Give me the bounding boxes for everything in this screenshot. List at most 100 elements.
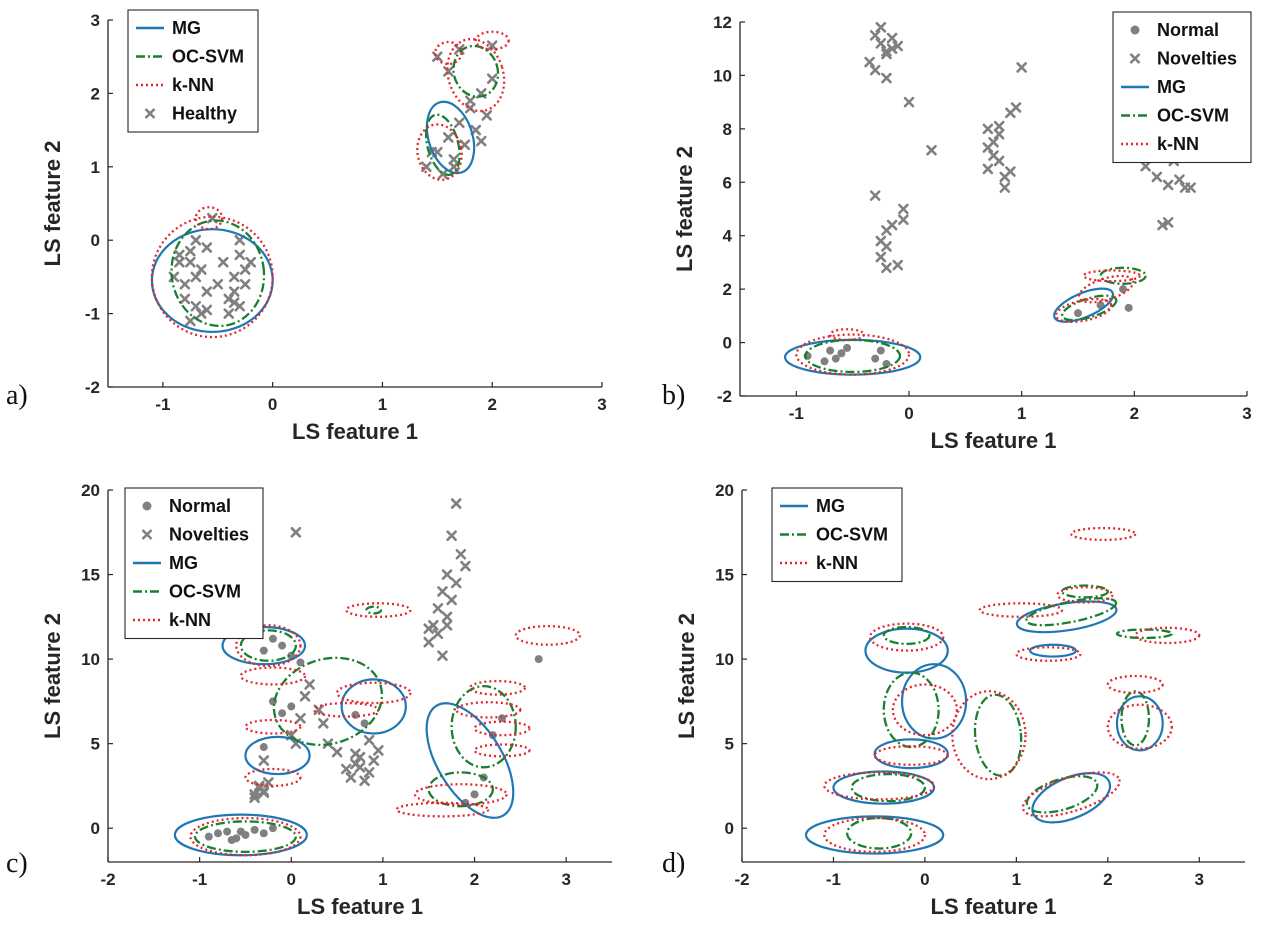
point-novelties bbox=[432, 628, 444, 640]
point-novelties bbox=[993, 128, 1005, 140]
point-novelties bbox=[864, 56, 875, 68]
point-novelties bbox=[881, 46, 892, 57]
boundary-mg bbox=[340, 678, 407, 735]
boundary-k-nn bbox=[951, 690, 1027, 781]
point-novelties bbox=[437, 650, 448, 662]
point-normal bbox=[236, 827, 245, 836]
legend-swatch-healthy bbox=[144, 108, 156, 119]
point-novelties bbox=[446, 594, 457, 606]
boundary-k-nn bbox=[235, 624, 302, 668]
y-tick-label: 15 bbox=[81, 566, 100, 585]
y-tick-label: 2 bbox=[91, 84, 100, 103]
point-normal bbox=[534, 655, 543, 664]
point-novelties bbox=[441, 569, 453, 580]
point-healthy bbox=[228, 271, 240, 283]
legend-entry-label: OC-SVM bbox=[816, 525, 888, 545]
boundary-k-nn bbox=[244, 718, 302, 735]
point-normal bbox=[268, 824, 277, 833]
boundary-mg bbox=[1115, 695, 1164, 752]
point-novelties bbox=[892, 259, 904, 271]
point-normal bbox=[296, 658, 305, 667]
legend: Normal Novelties MG OC-SVM k-NN bbox=[124, 487, 264, 640]
point-healthy bbox=[421, 161, 432, 173]
boundary-k-nn bbox=[189, 816, 302, 857]
point-normal bbox=[1074, 309, 1082, 318]
point-normal bbox=[871, 354, 880, 363]
point-novelties bbox=[432, 603, 444, 614]
point-healthy bbox=[437, 168, 449, 180]
point-novelties bbox=[249, 792, 260, 804]
point-novelties bbox=[881, 72, 892, 84]
legend-entry-label: k-NN bbox=[816, 553, 858, 573]
point-healthy bbox=[190, 271, 202, 283]
boundary-k-nn bbox=[345, 602, 412, 618]
boundary-oc-svm bbox=[846, 816, 913, 850]
point-healthy bbox=[201, 286, 213, 297]
point-healthy bbox=[448, 154, 460, 165]
boundary-oc-svm bbox=[170, 219, 266, 328]
point-novelties bbox=[304, 679, 315, 690]
legend-entry-label: Normal bbox=[169, 496, 231, 516]
boundary-mg bbox=[1053, 287, 1115, 323]
point-normal bbox=[351, 710, 360, 719]
point-novelties bbox=[903, 96, 915, 108]
point-healthy bbox=[239, 278, 251, 290]
boundary-mg bbox=[1028, 643, 1077, 658]
point-healthy bbox=[453, 117, 465, 129]
boundary-mg bbox=[244, 735, 311, 776]
boundary-oc-svm bbox=[1061, 294, 1118, 322]
boundary-oc-svm bbox=[1115, 628, 1173, 640]
boundary-k-nn bbox=[1070, 526, 1137, 542]
point-healthy bbox=[486, 40, 498, 51]
point-novelties bbox=[999, 182, 1011, 193]
boundary-oc-svm bbox=[365, 605, 383, 615]
boundary-k-nn bbox=[1015, 646, 1082, 662]
point-novelties bbox=[881, 262, 892, 274]
point-normal bbox=[1124, 303, 1133, 312]
y-tick-label: 10 bbox=[81, 650, 100, 669]
boundary-k-nn bbox=[239, 666, 307, 686]
panel-3: -2 -1 0 1 2 3 0 5 10 15 20 LS feature 1 LS feature 2… bbox=[6, 481, 612, 919]
point-novelties bbox=[898, 214, 909, 225]
boundary-k-nn bbox=[823, 816, 927, 854]
boundary-mg bbox=[804, 815, 945, 855]
legend: MG OC-SVM k-NN bbox=[771, 487, 903, 583]
point-novelties bbox=[423, 623, 435, 634]
panel-label: b) bbox=[662, 380, 685, 411]
y-tick-label: -1 bbox=[85, 305, 100, 324]
legend-entry-label: k-NN bbox=[172, 75, 214, 95]
point-normal bbox=[831, 354, 840, 363]
point-healthy bbox=[234, 234, 246, 246]
point-novelties bbox=[263, 777, 274, 788]
legend-entry-label: k-NN bbox=[169, 610, 211, 630]
legend-entry-label: Novelties bbox=[169, 525, 249, 545]
point-healthy bbox=[174, 249, 185, 261]
y-tick-label: 12 bbox=[713, 13, 732, 32]
boundary-mg bbox=[900, 663, 968, 740]
point-healthy bbox=[190, 300, 202, 312]
boundary-k-nn bbox=[413, 783, 508, 806]
y-tick-label: 1 bbox=[91, 158, 100, 177]
x-tick-label: 1 bbox=[1017, 404, 1026, 423]
x-tick-label: 2 bbox=[487, 395, 496, 414]
boundary-k-nn bbox=[395, 801, 490, 818]
point-normal bbox=[278, 709, 287, 718]
boundary-oc-svm bbox=[1025, 775, 1099, 814]
boundary-k-nn bbox=[446, 37, 506, 113]
point-novelties bbox=[354, 762, 366, 773]
legend-entry-label: OC-SVM bbox=[1157, 106, 1229, 126]
x-axis-label: LS feature 1 bbox=[297, 894, 423, 919]
boundary-k-nn bbox=[1056, 586, 1114, 604]
point-novelties bbox=[450, 577, 462, 589]
point-novelties bbox=[460, 560, 471, 572]
point-novelties bbox=[441, 619, 453, 631]
legend-entry-label: Novelties bbox=[1157, 49, 1237, 69]
boundary-k-nn bbox=[194, 206, 224, 231]
x-tick-label: 0 bbox=[268, 395, 277, 414]
boundary-oc-svm bbox=[1099, 266, 1147, 285]
boundary-k-nn bbox=[335, 681, 412, 705]
legend-entry-label: MG bbox=[169, 553, 198, 573]
boundary-k-nn bbox=[1077, 274, 1135, 304]
panel-4: -2 -1 0 1 2 3 0 5 10 15 20 LS feature 1 LS feature 2… bbox=[662, 481, 1245, 919]
point-healthy bbox=[201, 304, 213, 316]
